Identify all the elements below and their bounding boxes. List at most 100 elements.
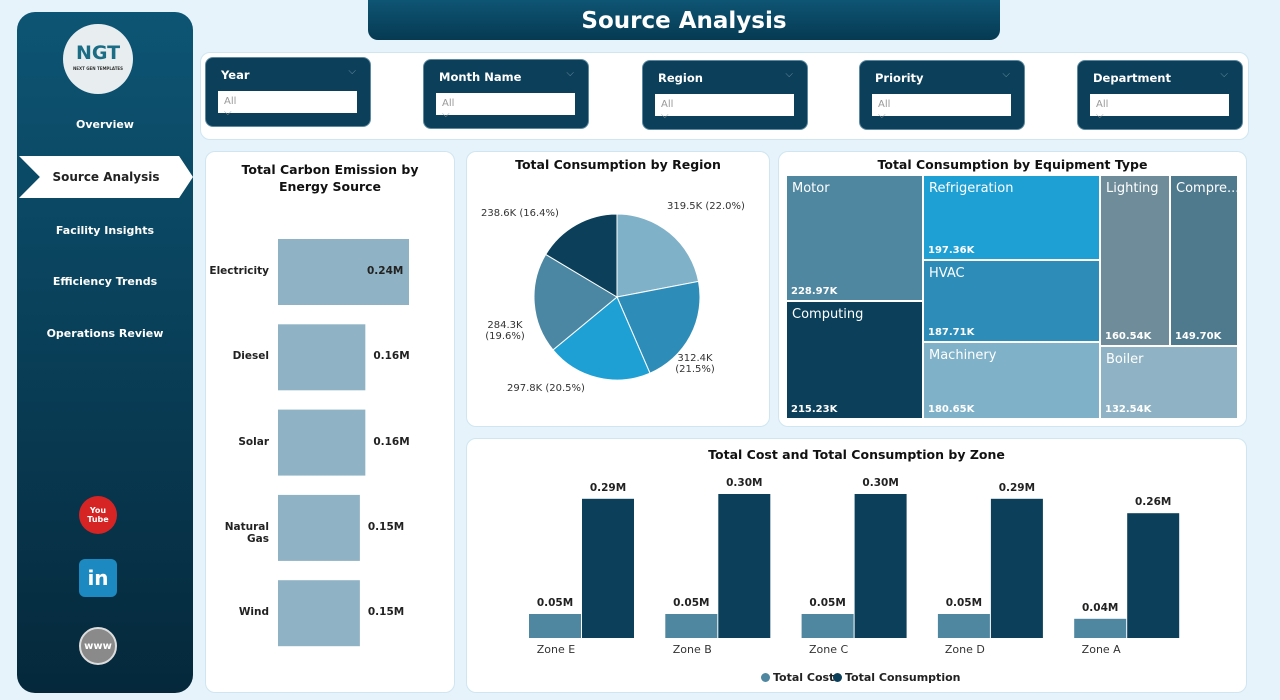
logo: NGT NEXT GEN TEMPLATES bbox=[63, 24, 133, 94]
x-axis-label: Zone E bbox=[536, 643, 576, 656]
treemap-value: 215.23K bbox=[791, 404, 838, 415]
treemap-value: 197.36K bbox=[928, 245, 975, 256]
page-title: Source Analysis bbox=[368, 0, 1000, 40]
slicer-value: All bbox=[1096, 99, 1109, 110]
treemap-name: Boiler bbox=[1106, 352, 1144, 367]
slicer-value: All bbox=[878, 99, 891, 110]
pie-label: 312.4K (21.5%) bbox=[675, 353, 715, 375]
nav-overview[interactable]: Overview bbox=[76, 118, 134, 131]
nav-facility-insights[interactable]: Facility Insights bbox=[55, 224, 155, 237]
bar bbox=[278, 324, 366, 391]
youtube-icon[interactable]: You Tube bbox=[79, 496, 117, 534]
chevron-down-icon[interactable]: ⌵ bbox=[878, 110, 886, 121]
slicer-label: Year bbox=[221, 68, 250, 82]
slicer-region[interactable]: Region ⌵ All ⌵ bbox=[642, 60, 808, 130]
logo-subtext: NEXT GEN TEMPLATES bbox=[72, 66, 124, 71]
linkedin-icon[interactable]: in bbox=[79, 559, 117, 597]
column-consumption bbox=[718, 494, 771, 638]
data-label: 0.24M bbox=[367, 265, 404, 277]
chevron-down-icon[interactable]: ⌵ bbox=[1002, 69, 1010, 80]
bar bbox=[278, 494, 360, 561]
treemap-name: Refrigeration bbox=[929, 181, 1014, 196]
pie-slice bbox=[545, 213, 618, 298]
slicer-dropdown[interactable]: All ⌵ bbox=[1090, 94, 1229, 121]
category-label: Diesel bbox=[232, 350, 269, 363]
treemap-value: 180.65K bbox=[928, 404, 975, 415]
data-label: 0.16M bbox=[373, 435, 410, 448]
slicer-dropdown[interactable]: All ⌵ bbox=[218, 91, 357, 118]
x-axis-label: Zone A bbox=[1081, 643, 1121, 656]
treemap-cell: Lighting 160.54K bbox=[1100, 175, 1170, 346]
slicer-value: All bbox=[442, 98, 455, 109]
column-consumption bbox=[582, 498, 634, 638]
chart-title: Total Carbon Emission by Energy Source bbox=[241, 162, 419, 194]
globe-icon[interactable]: www bbox=[79, 627, 117, 665]
legend-label: Total Consumption bbox=[845, 671, 961, 684]
data-label: 0.29M bbox=[998, 481, 1036, 494]
pie-label: 319.5K (22.0%) bbox=[667, 201, 745, 212]
nav-efficiency-trends[interactable]: Efficiency Trends bbox=[52, 275, 158, 288]
column-consumption bbox=[854, 494, 907, 638]
slicer-label: Priority bbox=[875, 71, 924, 85]
data-label: 0.30M bbox=[726, 477, 763, 489]
x-axis-label: Zone C bbox=[809, 643, 849, 656]
chevron-down-icon[interactable]: ⌵ bbox=[1220, 69, 1228, 80]
logo-text: NGT bbox=[75, 42, 121, 64]
chart-title: Total Cost and Total Consumption by Zone bbox=[708, 447, 1005, 462]
data-label: 0.30M bbox=[862, 477, 899, 489]
data-label: 0.16M bbox=[373, 350, 410, 363]
bar bbox=[278, 409, 366, 476]
chevron-down-icon[interactable]: ⌵ bbox=[224, 107, 232, 118]
chevron-down-icon[interactable]: ⌵ bbox=[1096, 110, 1104, 121]
slicer-label: Region bbox=[658, 71, 703, 85]
legend-dot-icon bbox=[761, 673, 770, 682]
data-label: 0.05M bbox=[945, 597, 983, 609]
slicer-month-name[interactable]: Month Name ⌵ All ⌵ bbox=[423, 59, 589, 129]
data-label: 0.29M bbox=[589, 481, 627, 494]
pie-label: 297.8K (20.5%) bbox=[507, 383, 585, 394]
slicer-label: Month Name bbox=[439, 70, 522, 84]
slicer-dropdown[interactable]: All ⌵ bbox=[436, 93, 575, 120]
data-label: 0.15M bbox=[367, 606, 405, 619]
chevron-down-icon[interactable]: ⌵ bbox=[348, 66, 356, 77]
category-label: Natural Gas bbox=[224, 520, 269, 545]
slicer-priority[interactable]: Priority ⌵ All ⌵ bbox=[859, 60, 1025, 130]
chevron-down-icon[interactable]: ⌵ bbox=[442, 109, 450, 120]
data-label: 0.15M bbox=[367, 520, 405, 533]
column-consumption bbox=[990, 498, 1043, 638]
slicer-dropdown[interactable]: All ⌵ bbox=[872, 94, 1011, 121]
x-axis-label: Zone B bbox=[672, 643, 712, 656]
treemap-value: 187.71K bbox=[928, 327, 975, 338]
chevron-down-icon[interactable]: ⌵ bbox=[566, 68, 574, 79]
treemap-name: Motor bbox=[792, 181, 830, 196]
legend-label: Total Cost bbox=[773, 671, 835, 684]
chart-title: Total Consumption by Region bbox=[515, 157, 721, 172]
treemap-cell: Compre... 149.70K bbox=[1170, 175, 1239, 346]
legend-item[interactable]: Total Consumption bbox=[833, 671, 960, 684]
pie-slice bbox=[616, 213, 700, 298]
legend-dot-icon bbox=[833, 673, 842, 682]
legend-item[interactable]: Total Cost bbox=[761, 671, 834, 684]
data-label: 0.05M bbox=[536, 597, 574, 609]
treemap-value: 132.54K bbox=[1105, 404, 1152, 415]
chart-title: Total Consumption by Equipment Type bbox=[877, 157, 1148, 172]
nav-operations-review[interactable]: Operations Review bbox=[46, 327, 164, 340]
column-cost bbox=[529, 614, 581, 638]
chevron-down-icon[interactable]: ⌵ bbox=[661, 110, 669, 121]
slicer-value: All bbox=[224, 96, 237, 107]
pie-label: 238.6K (16.4%) bbox=[481, 208, 559, 219]
x-axis-label: Zone D bbox=[944, 643, 985, 656]
category-label: Electricity bbox=[209, 265, 269, 277]
sidebar: NGT NEXT GEN TEMPLATES Overview Source An… bbox=[17, 12, 193, 693]
slicer-year[interactable]: Year ⌵ All ⌵ bbox=[205, 57, 371, 127]
slicer-department[interactable]: Department ⌵ All ⌵ bbox=[1077, 60, 1243, 130]
slicer-value: All bbox=[661, 99, 674, 110]
treemap-cell: Refrigeration 197.36K bbox=[923, 175, 1100, 260]
category-label: Solar bbox=[238, 435, 269, 448]
treemap-name: Lighting bbox=[1106, 181, 1159, 196]
category-label: Wind bbox=[238, 606, 269, 619]
data-label: 0.05M bbox=[809, 597, 846, 609]
chevron-down-icon[interactable]: ⌵ bbox=[785, 69, 793, 80]
slicer-dropdown[interactable]: All ⌵ bbox=[655, 94, 794, 121]
nav-source-analysis[interactable]: Source Analysis bbox=[19, 156, 193, 198]
